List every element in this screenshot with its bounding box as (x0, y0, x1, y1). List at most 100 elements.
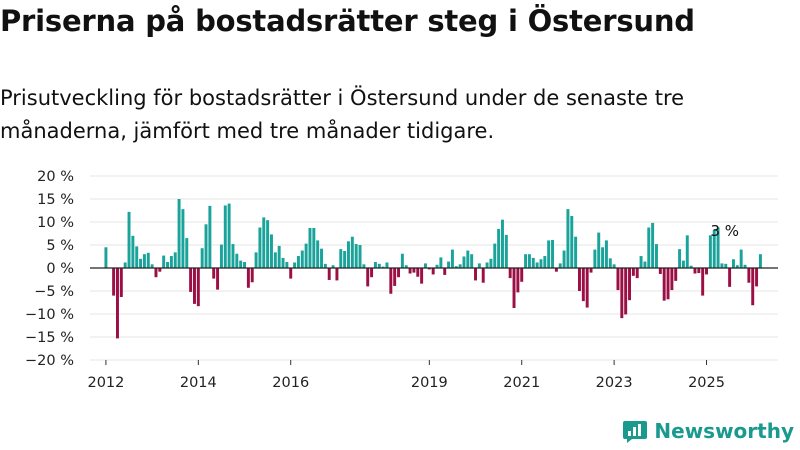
bar (520, 268, 524, 282)
bar (312, 227, 316, 268)
bar (243, 262, 246, 268)
bar (393, 268, 397, 286)
bar (300, 250, 304, 268)
bar (235, 253, 239, 268)
bar (458, 264, 462, 268)
x-tick-label: 2019 (411, 375, 448, 390)
bar (166, 262, 169, 268)
bar (601, 247, 605, 268)
bar (531, 257, 535, 268)
bar (543, 256, 547, 268)
bar (674, 268, 678, 281)
bar (474, 268, 477, 281)
bar (578, 268, 581, 291)
x-tick-label: 2023 (596, 375, 633, 390)
bar (377, 263, 381, 268)
bar (493, 243, 497, 268)
bar (285, 262, 289, 268)
bar (616, 268, 620, 291)
bar (347, 241, 350, 268)
bar (466, 250, 470, 268)
bar (169, 256, 173, 268)
bar (712, 230, 716, 268)
bar (200, 248, 204, 268)
y-tick-label: 0 % (46, 261, 74, 277)
bar (277, 245, 281, 268)
x-tick-label: 2021 (503, 375, 540, 390)
bar (304, 243, 308, 268)
bar (597, 232, 601, 268)
bar (123, 262, 127, 268)
bar (485, 262, 489, 268)
bar (539, 259, 543, 268)
bar (366, 268, 370, 287)
bar (651, 222, 655, 268)
bar (219, 244, 223, 268)
bar (420, 268, 424, 284)
bar (358, 245, 362, 268)
bar (262, 217, 266, 268)
bar (562, 250, 566, 268)
bar (104, 247, 108, 268)
y-tick-label: 20 % (37, 169, 74, 185)
bar (574, 236, 578, 268)
bar (462, 256, 466, 268)
bar (628, 268, 631, 301)
bar (362, 264, 366, 268)
bar (116, 268, 119, 339)
bar (747, 268, 751, 283)
bar (154, 268, 158, 278)
bar (270, 234, 273, 268)
bar (193, 268, 196, 304)
bar (343, 250, 347, 268)
bar (216, 268, 220, 290)
bar (666, 268, 670, 300)
x-tick-label: 2012 (87, 375, 124, 390)
bar (450, 249, 454, 268)
bar (158, 268, 162, 272)
bar (681, 260, 685, 268)
bar (497, 228, 501, 268)
bar (470, 254, 474, 268)
bar (739, 249, 743, 268)
bar (204, 224, 208, 268)
bar (296, 256, 300, 268)
bar (435, 264, 439, 268)
bar (320, 248, 323, 268)
bar (624, 268, 628, 315)
bar (724, 263, 728, 268)
bar (385, 262, 389, 268)
bar (400, 253, 404, 268)
bar (658, 268, 662, 274)
bar (181, 209, 185, 268)
y-tick-label: −10 % (25, 307, 74, 323)
bar (281, 257, 285, 268)
bar (196, 268, 200, 307)
bar (735, 265, 739, 268)
bar (716, 227, 720, 268)
bar (693, 268, 697, 274)
bar (454, 266, 458, 268)
bar (489, 258, 493, 268)
bar (678, 249, 682, 268)
bar (142, 254, 146, 268)
bar (647, 227, 651, 268)
bar (501, 219, 504, 268)
bar (728, 268, 732, 287)
bar (743, 264, 747, 268)
bar (670, 268, 674, 291)
bar (185, 238, 189, 268)
bar (570, 216, 574, 268)
bar (554, 268, 558, 272)
bar (408, 268, 412, 274)
bar (266, 220, 270, 268)
bar (524, 254, 528, 268)
bar (208, 205, 212, 268)
chart-subtitle: Prisutveckling för bostadsrätter i Öster… (0, 86, 685, 143)
y-tick-label: −15 % (25, 330, 74, 346)
newsworthy-logo-icon (623, 421, 648, 443)
bar (589, 268, 593, 273)
bar (481, 268, 485, 283)
bar (246, 268, 250, 288)
bar (431, 268, 435, 275)
